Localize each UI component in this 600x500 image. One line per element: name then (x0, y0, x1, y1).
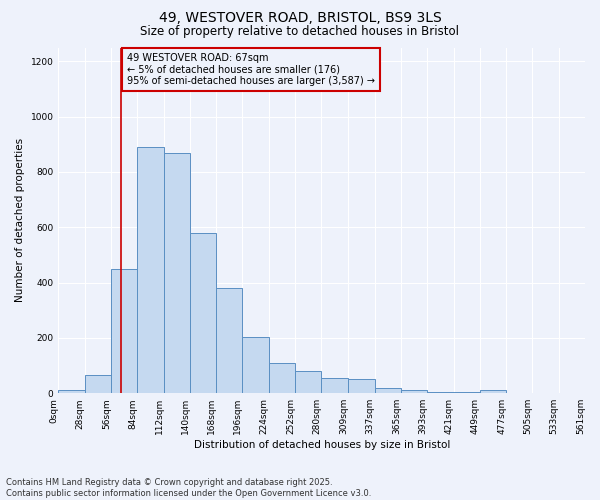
Bar (349, 380, 375, 393)
Bar (216, 288, 242, 393)
X-axis label: Distribution of detached houses by size in Bristol: Distribution of detached houses by size … (194, 440, 450, 450)
Bar (375, 388, 401, 393)
Bar (321, 378, 349, 393)
Bar (164, 152, 190, 393)
Bar (506, 392, 532, 393)
Text: 49, WESTOVER ROAD, BRISTOL, BS9 3LS: 49, WESTOVER ROAD, BRISTOL, BS9 3LS (158, 11, 442, 25)
Bar (559, 392, 585, 393)
Text: Size of property relative to detached houses in Bristol: Size of property relative to detached ho… (140, 24, 460, 38)
Text: Contains HM Land Registry data © Crown copyright and database right 2025.
Contai: Contains HM Land Registry data © Crown c… (6, 478, 371, 498)
Bar (58, 390, 85, 393)
Bar (85, 375, 111, 393)
Bar (480, 390, 506, 393)
Bar (269, 363, 295, 393)
Bar (242, 336, 269, 393)
Bar (427, 392, 454, 393)
Bar (532, 392, 559, 393)
Y-axis label: Number of detached properties: Number of detached properties (15, 138, 25, 302)
Bar (190, 233, 216, 393)
Bar (295, 371, 321, 393)
Text: 49 WESTOVER ROAD: 67sqm
← 5% of detached houses are smaller (176)
95% of semi-de: 49 WESTOVER ROAD: 67sqm ← 5% of detached… (127, 53, 375, 86)
Bar (401, 390, 427, 393)
Bar (454, 392, 480, 393)
Bar (137, 147, 164, 393)
Bar (111, 269, 137, 393)
